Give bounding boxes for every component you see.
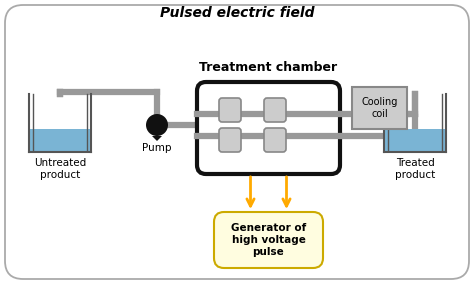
FancyBboxPatch shape xyxy=(29,129,91,152)
FancyBboxPatch shape xyxy=(197,82,340,174)
Text: Treated
product: Treated product xyxy=(395,158,435,179)
FancyBboxPatch shape xyxy=(214,212,323,268)
Text: Cooling
coil: Cooling coil xyxy=(361,97,398,119)
FancyBboxPatch shape xyxy=(384,129,446,152)
FancyBboxPatch shape xyxy=(219,128,241,152)
Circle shape xyxy=(146,114,168,136)
Text: Pump: Pump xyxy=(142,143,172,153)
Text: Treatment chamber: Treatment chamber xyxy=(200,61,337,74)
Polygon shape xyxy=(152,136,162,141)
Text: Untreated
product: Untreated product xyxy=(34,158,86,179)
FancyBboxPatch shape xyxy=(219,98,241,122)
Text: Pulsed electric field: Pulsed electric field xyxy=(160,6,314,20)
FancyBboxPatch shape xyxy=(5,5,469,279)
FancyBboxPatch shape xyxy=(264,128,286,152)
FancyBboxPatch shape xyxy=(352,87,407,129)
FancyBboxPatch shape xyxy=(264,98,286,122)
Text: Generator of
high voltage
pulse: Generator of high voltage pulse xyxy=(231,224,306,257)
